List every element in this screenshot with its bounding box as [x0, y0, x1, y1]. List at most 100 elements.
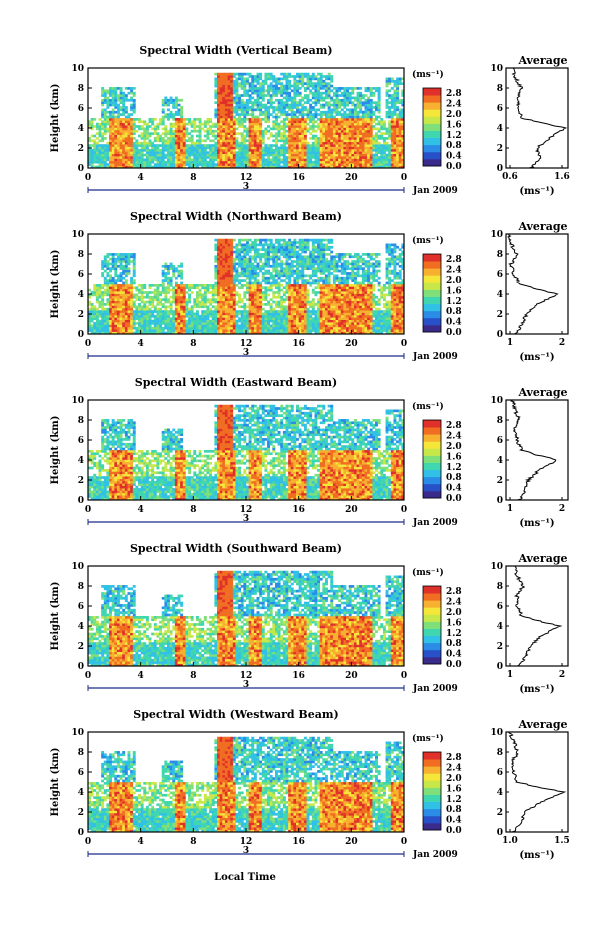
- colorbar-segment: [423, 325, 441, 329]
- colorbar-segment: [423, 106, 441, 110]
- y-axis-label: Height (km): [50, 582, 61, 651]
- colorbar-unit: (ms⁻¹): [412, 69, 444, 80]
- colorbar-segment: [423, 138, 441, 142]
- profile-x-tick-label: 0.6: [502, 172, 518, 182]
- colorbar-segment: [423, 816, 441, 820]
- date-label: Jan 2009: [412, 684, 458, 694]
- y-tick-label: 4: [78, 788, 84, 798]
- colorbar-segment: [423, 470, 441, 474]
- x-tick-label: 4: [138, 173, 144, 183]
- y-tick-label: 10: [71, 64, 84, 74]
- colorbar-tick-label: 1.2: [446, 463, 462, 473]
- colorbar-segment: [423, 258, 441, 262]
- colorbar-segment: [423, 586, 441, 590]
- colorbar-segment: [423, 600, 441, 604]
- profile-y-tick-label: 0: [497, 662, 503, 672]
- profile-x-label: (ms⁻¹): [519, 850, 554, 861]
- colorbar-segment: [423, 304, 441, 308]
- colorbar-tick-label: 0.0: [446, 162, 462, 172]
- colorbar-segment: [423, 123, 441, 127]
- colorbar-segment: [423, 116, 441, 120]
- colorbar-segment: [423, 607, 441, 611]
- profile-y-tick-label: 8: [497, 582, 503, 592]
- profile-title: Average: [517, 552, 567, 565]
- colorbar-segment: [423, 593, 441, 597]
- colorbar-segment: [423, 272, 441, 276]
- colorbar-tick-label: 2.0: [446, 110, 462, 120]
- date-label: Jan 2009: [412, 850, 458, 860]
- colorbar-segment: [423, 618, 441, 622]
- x-tick-label: 0: [85, 837, 91, 847]
- colorbar-segment: [423, 431, 441, 435]
- profile-y-tick-label: 4: [497, 124, 503, 134]
- colorbar-tick-label: 0.4: [446, 650, 462, 660]
- x-tick-label: 20: [345, 837, 358, 847]
- colorbar-segment: [423, 155, 441, 159]
- profile-title: Average: [517, 220, 567, 233]
- x-axis-label: Local Time: [214, 872, 276, 883]
- colorbar-segment: [423, 784, 441, 788]
- y-tick-label: 0: [78, 662, 84, 672]
- profile-y-tick-label: 2: [497, 144, 503, 154]
- profile-y-tick-label: 10: [490, 64, 503, 74]
- colorbar-segment: [423, 141, 441, 145]
- colorbar-segment: [423, 632, 441, 636]
- y-tick-label: 0: [78, 828, 84, 838]
- y-tick-label: 10: [71, 562, 84, 572]
- y-axis-label: Height (km): [50, 416, 61, 485]
- y-tick-label: 8: [78, 416, 84, 426]
- colorbar-tick-label: 2.4: [446, 598, 462, 608]
- colorbar-segment: [423, 307, 441, 311]
- colorbar-unit: (ms⁻¹): [412, 401, 444, 412]
- profile-line: [508, 234, 557, 334]
- colorbar-segment: [423, 420, 441, 424]
- colorbar-segment: [423, 268, 441, 272]
- y-tick-label: 0: [78, 330, 84, 340]
- x-tick-label: 4: [138, 671, 144, 681]
- date-label: Jan 2009: [412, 518, 458, 528]
- x-tick-label: 4: [138, 339, 144, 349]
- profile-x-label: (ms⁻¹): [519, 186, 554, 197]
- x-tick-label: 0: [85, 173, 91, 183]
- profile-frame: [506, 400, 568, 500]
- y-tick-label: 10: [71, 396, 84, 406]
- colorbar-segment: [423, 759, 441, 763]
- colorbar-tick-label: 2.8: [446, 587, 462, 597]
- profile-y-tick-label: 4: [497, 788, 503, 798]
- profile-frame: [506, 68, 568, 168]
- panel-3: Spectral Width (Eastward Beam)0246810Hei…: [50, 376, 568, 529]
- profile-x-label: (ms⁻¹): [519, 352, 554, 363]
- colorbar-segment: [423, 487, 441, 491]
- colorbar-segment: [423, 650, 441, 654]
- y-axis-label: Height (km): [50, 748, 61, 817]
- y-tick-label: 4: [78, 124, 84, 134]
- colorbar-segment: [423, 802, 441, 806]
- colorbar-segment: [423, 152, 441, 156]
- colorbar-segment: [423, 646, 441, 650]
- date-label: Jan 2009: [412, 186, 458, 196]
- y-tick-label: 2: [78, 144, 84, 154]
- colorbar-segment: [423, 427, 441, 431]
- colorbar-segment: [423, 621, 441, 625]
- colorbar-tick-label: 2.8: [446, 421, 462, 431]
- x-tick-label: 16: [292, 505, 305, 515]
- colorbar-tick-label: 0.4: [446, 816, 462, 826]
- y-tick-label: 2: [78, 808, 84, 818]
- y-tick-label: 8: [78, 582, 84, 592]
- colorbar-segment: [423, 300, 441, 304]
- colorbar-tick-label: 0.0: [446, 328, 462, 338]
- colorbar-segment: [423, 145, 441, 149]
- profile-frame: [506, 566, 568, 666]
- colorbar-tick-label: 2.0: [446, 608, 462, 618]
- colorbar-segment: [423, 134, 441, 138]
- profile-y-tick-label: 6: [497, 436, 503, 446]
- panel-2: Spectral Width (Northward Beam)0246810He…: [50, 210, 568, 363]
- profile-line: [515, 566, 561, 666]
- panel-4: Spectral Width (Southward Beam)0246810He…: [50, 542, 568, 695]
- colorbar-segment: [423, 95, 441, 99]
- colorbar-segment: [423, 459, 441, 463]
- colorbar-segment: [423, 286, 441, 290]
- profile-y-tick-label: 2: [497, 310, 503, 320]
- y-tick-label: 6: [78, 104, 84, 114]
